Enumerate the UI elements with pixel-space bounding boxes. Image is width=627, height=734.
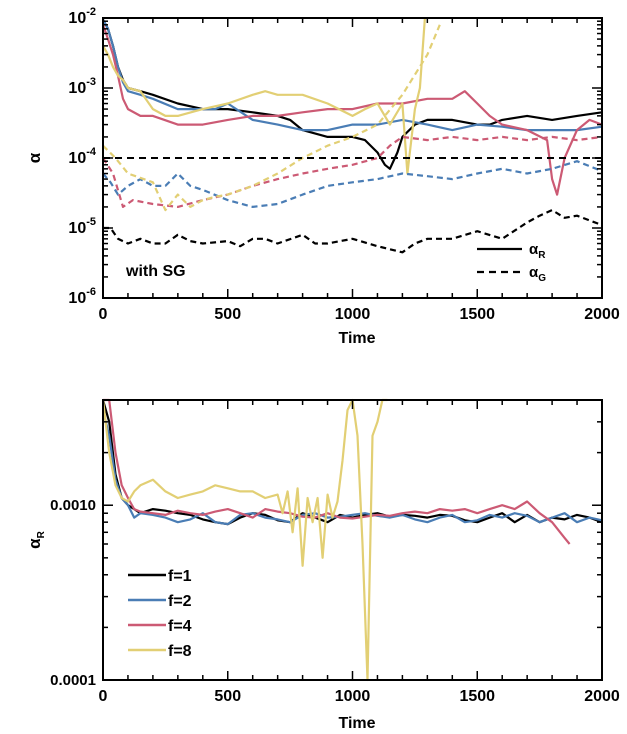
top-axis-ticks: 0 500 1000 1500 2000 10-6 10-5 10-4 10-3 10-2 <box>68 6 619 323</box>
bottom-series-f2-solid <box>101 409 603 526</box>
y-tick-label: 10-2 <box>68 6 96 27</box>
x-tick-label: 1000 <box>335 306 371 323</box>
bottom-plot-frame <box>102 399 603 681</box>
bottom-legend: f=1 f=2 f=4 f=8 <box>128 568 192 660</box>
top-series-f4-dashed <box>102 135 603 208</box>
bottom-series-f8-solid <box>101 398 388 682</box>
x-tick-label: 500 <box>214 306 241 323</box>
y-tick-label: 10-5 <box>68 216 96 237</box>
bottom-xlabel: Time <box>338 715 375 732</box>
top-ylabel: α <box>25 152 44 163</box>
y-tick-label: 0.0001 <box>50 672 96 689</box>
y-tick-label: 10-6 <box>68 286 96 307</box>
top-series-f2-dashed <box>102 160 603 208</box>
top-panel: 0 500 1000 1500 2000 10-6 10-5 10-4 10-3 10-2 α T… <box>25 6 620 347</box>
legend-label-f1: f=1 <box>168 568 192 585</box>
legend-alpha-r: αR <box>529 241 546 261</box>
x-tick-label: 0 <box>99 306 108 323</box>
with-sg-annotation: with SG <box>125 263 186 280</box>
x-tick-label: 0 <box>99 688 108 705</box>
legend-label-f4: f=4 <box>168 618 192 635</box>
top-series-f1-solid <box>102 19 603 170</box>
top-series-f4-solid <box>101 24 603 196</box>
bottom-series-f1-solid <box>101 399 603 526</box>
bottom-panel: 0 500 1000 1500 2000 0.0001 0.0010 αR Time f=1… <box>25 398 620 732</box>
bottom-axis-ticks: 0 500 1000 1500 2000 0.0001 0.0010 <box>50 399 620 705</box>
y-tick-label: 0.0010 <box>50 497 96 514</box>
x-tick-label: 2000 <box>584 306 620 323</box>
bottom-series-group <box>101 398 603 682</box>
top-series-f8-solid <box>102 17 426 175</box>
x-tick-label: 1000 <box>335 688 371 705</box>
bottom-ylabel: αR <box>25 530 47 548</box>
top-series-f8-dashed <box>102 24 441 212</box>
top-legend: αR αG <box>477 241 546 284</box>
x-tick-label: 500 <box>214 688 241 705</box>
bottom-series-f4-solid <box>103 398 571 545</box>
top-series-group <box>101 17 603 254</box>
top-xlabel: Time <box>338 330 375 347</box>
x-tick-label: 1500 <box>459 688 495 705</box>
legend-alpha-g: αG <box>529 264 546 284</box>
top-series-f2-solid <box>102 19 603 132</box>
legend-label-f2: f=2 <box>168 593 192 610</box>
top-series-f1-dashed <box>103 209 603 254</box>
y-tick-label: 10-4 <box>68 146 96 167</box>
x-tick-label: 2000 <box>584 688 620 705</box>
legend-label-f8: f=8 <box>168 643 192 660</box>
y-tick-label: 10-3 <box>68 76 96 97</box>
x-tick-label: 1500 <box>459 306 495 323</box>
